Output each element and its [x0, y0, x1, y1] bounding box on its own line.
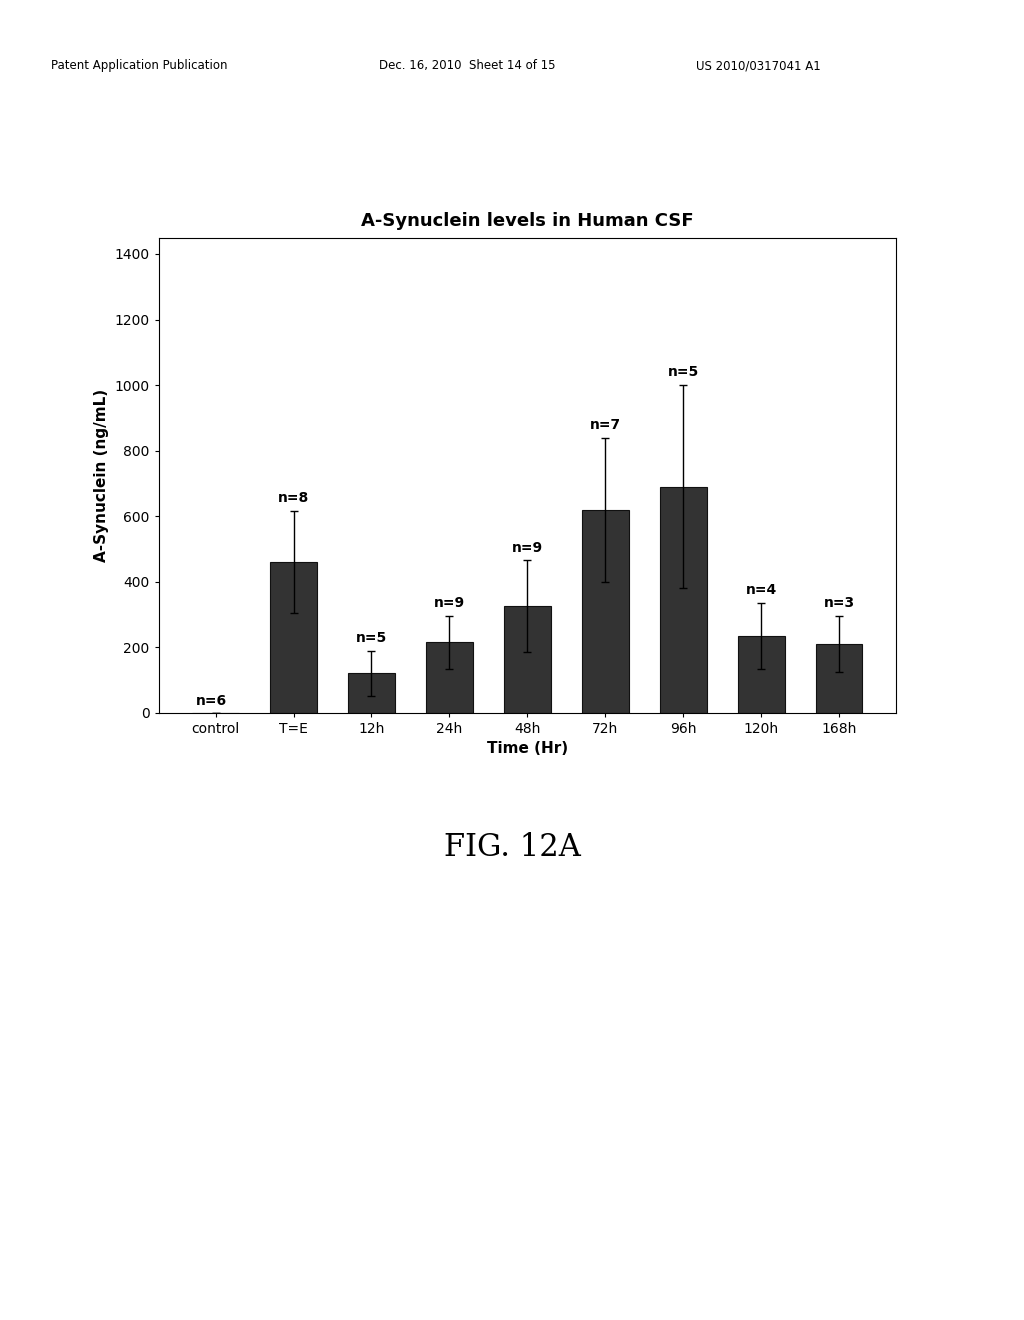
Y-axis label: A-Synuclein (ng/mL): A-Synuclein (ng/mL)	[94, 388, 109, 562]
Text: US 2010/0317041 A1: US 2010/0317041 A1	[696, 59, 821, 73]
Bar	[737, 636, 784, 713]
Text: Dec. 16, 2010  Sheet 14 of 15: Dec. 16, 2010 Sheet 14 of 15	[379, 59, 555, 73]
Bar	[816, 644, 862, 713]
Text: n=9: n=9	[434, 597, 465, 610]
Text: n=8: n=8	[278, 491, 309, 506]
Text: n=7: n=7	[590, 417, 621, 432]
Text: n=3: n=3	[823, 597, 855, 610]
Text: n=6: n=6	[197, 694, 227, 708]
Bar	[659, 487, 707, 713]
Bar	[426, 643, 473, 713]
Bar	[348, 673, 395, 713]
Bar	[504, 606, 551, 713]
X-axis label: Time (Hr): Time (Hr)	[486, 742, 568, 756]
Title: A-Synuclein levels in Human CSF: A-Synuclein levels in Human CSF	[361, 213, 693, 231]
Text: n=5: n=5	[356, 631, 387, 644]
Text: FIG. 12A: FIG. 12A	[443, 832, 581, 862]
Text: n=5: n=5	[668, 366, 698, 379]
Text: Patent Application Publication: Patent Application Publication	[51, 59, 227, 73]
Text: n=4: n=4	[745, 583, 777, 597]
Text: n=9: n=9	[512, 540, 543, 554]
Bar	[270, 562, 317, 713]
Bar	[582, 510, 629, 713]
